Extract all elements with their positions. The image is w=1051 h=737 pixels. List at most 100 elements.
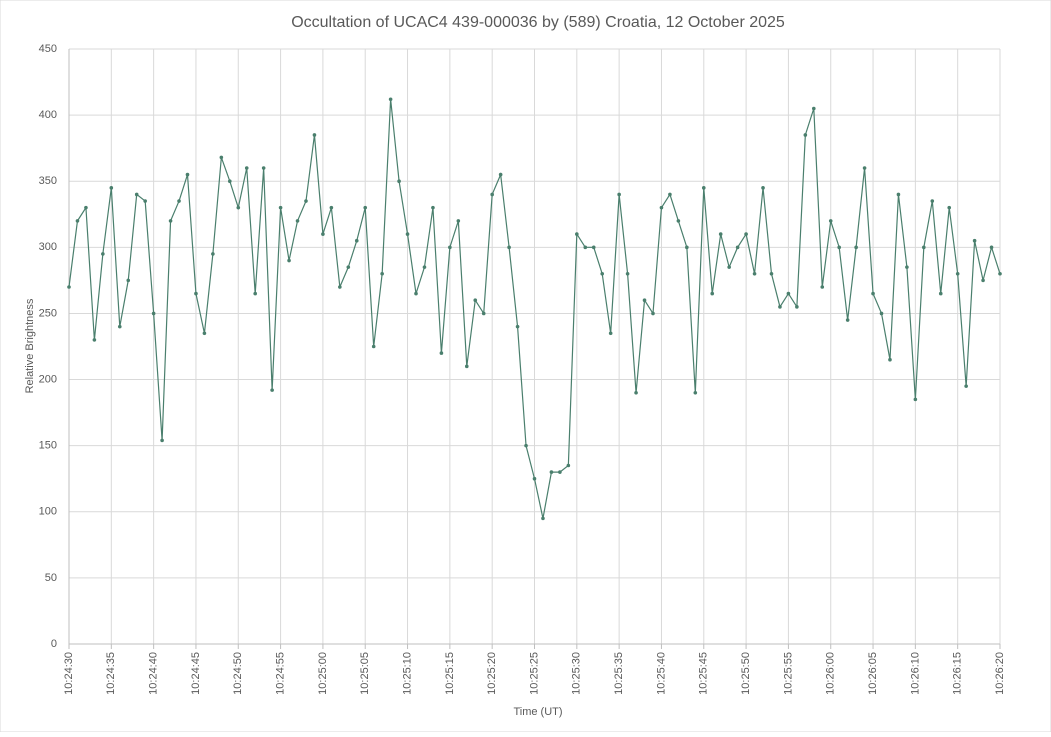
- y-tick-label: 300: [39, 241, 57, 253]
- data-point: [168, 219, 173, 223]
- x-tick-label: 10:24:50: [232, 652, 244, 695]
- data-point: [600, 271, 605, 276]
- data-point: [236, 205, 241, 210]
- x-tick-label: 10:24:30: [63, 652, 75, 695]
- x-tick-label: 10:25:55: [782, 652, 794, 695]
- y-tick-label: 400: [39, 109, 57, 121]
- data-point: [727, 265, 731, 269]
- x-tick-label: 10:26:00: [825, 652, 837, 695]
- data-point: [659, 205, 664, 210]
- data-point: [295, 219, 300, 223]
- data-point: [194, 291, 198, 296]
- data-point: [617, 192, 621, 197]
- data-point: [464, 364, 469, 369]
- x-tick-label: 10:26:15: [952, 652, 964, 695]
- x-tick-label: 10:25:40: [655, 652, 667, 695]
- data-point: [938, 291, 943, 296]
- data-point: [786, 291, 791, 296]
- y-tick-label: 0: [51, 638, 57, 650]
- x-tick-label: 10:26:10: [909, 652, 921, 695]
- data-point: [261, 166, 266, 170]
- data-point: [837, 245, 841, 250]
- data-point: [414, 291, 418, 296]
- data-point: [947, 205, 952, 210]
- data-point: [244, 166, 249, 170]
- data-point: [752, 271, 757, 276]
- data-point: [304, 199, 308, 203]
- data-point: [371, 344, 376, 349]
- data-point: [710, 291, 715, 296]
- data-point: [913, 397, 918, 402]
- x-axis-title: Time (UT): [513, 706, 562, 718]
- x-tick-label: 10:26:20: [994, 652, 1006, 695]
- data-point: [422, 265, 427, 269]
- data-point: [608, 331, 613, 336]
- data-point: [312, 133, 317, 137]
- data-point: [583, 245, 588, 250]
- data-point: [456, 219, 461, 223]
- data-point: [634, 390, 638, 395]
- x-tick-label: 10:24:55: [274, 652, 286, 695]
- data-point: [354, 238, 359, 243]
- data-point: [651, 311, 655, 316]
- x-tick-label: 10:25:20: [486, 652, 498, 695]
- y-tick-label: 50: [45, 572, 57, 584]
- data-point: [871, 291, 875, 296]
- data-point: [160, 438, 164, 443]
- y-tick-label: 100: [39, 506, 57, 518]
- data-point: [143, 199, 147, 203]
- data-point: [642, 298, 647, 303]
- data-point: [972, 238, 977, 243]
- data-point: [405, 232, 410, 236]
- y-tick-label: 150: [39, 440, 57, 452]
- x-tick-label: 10:25:50: [740, 652, 752, 695]
- data-point: [84, 205, 88, 210]
- data-point: [964, 384, 968, 388]
- data-point: [981, 278, 985, 283]
- data-point: [854, 245, 858, 250]
- data-point: [998, 271, 1002, 276]
- chart-title: Occultation of UCAC4 439-000036 by (589)…: [291, 14, 785, 31]
- data-point: [481, 311, 486, 316]
- data-point: [685, 245, 689, 250]
- data-point: [287, 258, 291, 263]
- data-point: [524, 443, 528, 448]
- data-point: [566, 463, 571, 468]
- data-point: [922, 245, 926, 250]
- x-tick-label: 10:25:45: [698, 652, 710, 695]
- data-point: [439, 351, 444, 355]
- data-point: [253, 291, 257, 296]
- data-point: [845, 318, 850, 322]
- data-point: [795, 305, 799, 309]
- x-tick-label: 10:24:35: [105, 652, 117, 695]
- x-tick-label: 10:24:45: [190, 652, 202, 695]
- data-point: [321, 232, 325, 236]
- data-point: [346, 265, 351, 269]
- data-point: [549, 470, 554, 474]
- data-point: [228, 179, 232, 184]
- x-tick-label: 10:25:25: [528, 652, 540, 695]
- data-point: [905, 265, 909, 269]
- data-point: [735, 245, 740, 250]
- data-point: [151, 311, 156, 316]
- data-point: [625, 271, 630, 276]
- x-tick-label: 10:25:15: [444, 652, 456, 695]
- x-tick-label: 10:26:05: [867, 652, 879, 695]
- data-point: [380, 271, 384, 276]
- data-point: [126, 278, 131, 283]
- data-point: [769, 271, 774, 276]
- data-point: [202, 331, 207, 336]
- data-point: [388, 97, 393, 102]
- data-point: [955, 271, 960, 276]
- data-point: [828, 219, 833, 223]
- data-point: [541, 516, 545, 521]
- data-point: [75, 219, 80, 223]
- data-point: [473, 298, 478, 303]
- data-point: [744, 232, 748, 236]
- data-point: [989, 245, 994, 250]
- data-point: [109, 186, 114, 190]
- data-point: [101, 252, 105, 256]
- data-point: [676, 219, 681, 223]
